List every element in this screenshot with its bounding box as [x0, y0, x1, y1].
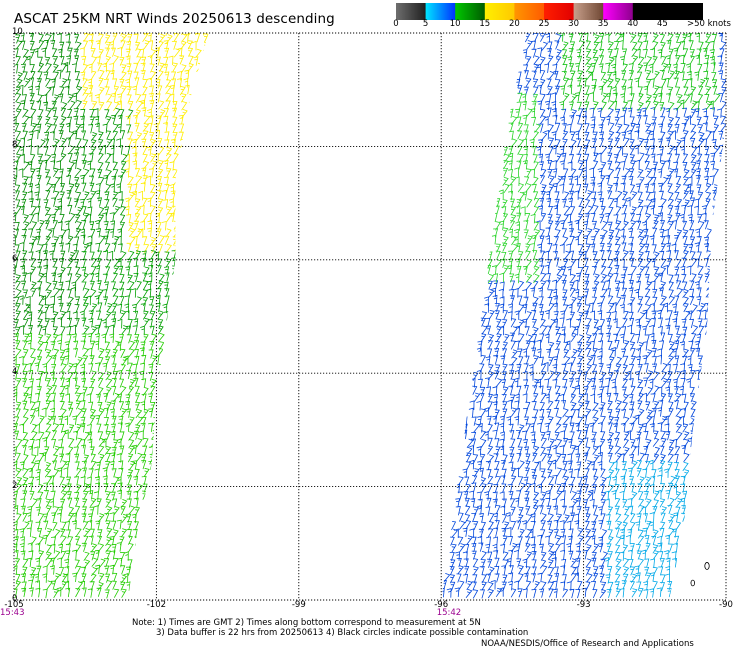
wind-barbs: [14, 332, 165, 599]
colorbar-label: 25: [538, 19, 550, 29]
longitude-tick-label: -105: [4, 600, 24, 610]
note-line-1: Note: 1) Times are GMT 2) Times along bo…: [132, 618, 481, 628]
wind-barbs: [79, 33, 209, 254]
colorbar-label: 40: [627, 19, 639, 29]
colorbar-segment: [514, 3, 545, 20]
latitude-tick-label: 4: [12, 367, 18, 378]
wind-barbs: [79, 250, 178, 336]
colorbar-segment: [396, 3, 427, 20]
wind-barbs: [14, 33, 83, 336]
longitude-tick-label: -102: [146, 600, 167, 610]
latitude-tick-label: 8: [12, 140, 18, 151]
longitude-tick-label: -99: [291, 600, 306, 610]
page-title: ASCAT 25KM NRT Winds 20250613 descending: [14, 11, 335, 27]
colorbar-units: >50 knots: [687, 19, 731, 29]
colorbar-segment: [603, 3, 634, 20]
longitude-tick-label: -93: [576, 600, 591, 610]
longitude-tick-label: -96: [434, 600, 449, 610]
latitude-tick-label: 6: [12, 253, 18, 264]
latitude-tick-label: 10: [12, 27, 23, 37]
latitude-tick-label: 2: [12, 480, 18, 491]
wind-barbs: [604, 459, 690, 599]
colorbar-label: 45: [656, 19, 668, 29]
colorbar-segment: [484, 3, 515, 20]
colorbar-segment: [455, 3, 486, 20]
notes: Note: 1) Times are GMT 2) Times along bo…: [132, 618, 528, 638]
colorbar-label: 5: [422, 19, 429, 29]
colorbar-segment: [425, 3, 456, 20]
colorbar-label: 15: [479, 19, 491, 29]
wind-barbs: [486, 92, 541, 284]
wind-barbs: [79, 107, 134, 254]
wind-barbs: [441, 33, 726, 599]
colorbar-segment: [544, 3, 575, 20]
colorbar-label: 35: [597, 19, 609, 29]
contamination-circle: [690, 579, 695, 587]
longitude-tick-label: -90: [719, 600, 733, 610]
colorbar-label: 10: [449, 19, 461, 29]
colorbar-label: 30: [568, 19, 580, 29]
wind-swath-west: [14, 33, 209, 599]
latitude-tick-label: 0: [12, 594, 18, 604]
colorbar-segment-max: [632, 3, 703, 20]
colorbar-label: 20: [508, 19, 520, 29]
wind-swath-east: [441, 33, 726, 599]
contamination-circle: [704, 562, 710, 570]
credit-label: NOAA/NESDIS/Office of Research and Appli…: [481, 639, 694, 649]
colorbar-segment: [573, 3, 604, 20]
pass-time-label: 15:42: [436, 608, 462, 618]
pass-time-label: 15:43: [0, 608, 25, 618]
note-line-2: 3) Data buffer is 22 hrs from 20250613 4…: [156, 628, 529, 638]
wind-speed-colorbar: [396, 3, 703, 20]
colorbar-label: 0: [393, 19, 399, 29]
wind-barbs: [558, 33, 721, 112]
